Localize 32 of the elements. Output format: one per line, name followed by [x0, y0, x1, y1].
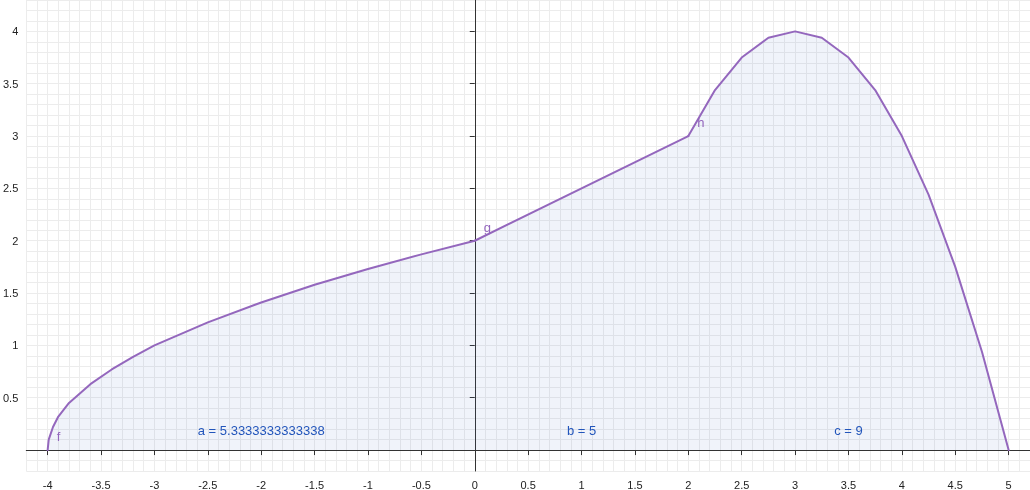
x-tick-label: 4.5: [947, 478, 963, 490]
x-tick-label: -1.5: [305, 478, 325, 490]
annotation: b = 5: [566, 422, 597, 438]
y-tick-label: 1: [12, 339, 19, 352]
x-tick-label: 2: [685, 478, 692, 490]
x-tick-label: 0.5: [520, 478, 536, 490]
x-tick-label: -2.5: [198, 478, 218, 490]
x-tick-label: 0: [471, 478, 478, 490]
x-tick-label: 3.5: [840, 478, 857, 490]
y-tick-label: 3.5: [2, 77, 19, 90]
x-tick-label: -4: [42, 478, 53, 490]
x-tick-label: 1.5: [627, 478, 643, 490]
y-tick-label: 2.5: [2, 182, 19, 195]
x-tick-label: 1: [578, 478, 585, 490]
x-tick-label: 4: [898, 478, 905, 490]
x-tick-label: -3.5: [91, 478, 111, 490]
x-tick-label: 2.5: [734, 478, 750, 490]
x-tick-label: -1: [363, 478, 373, 490]
y-tick-label: 0.5: [2, 391, 19, 404]
y-tick-label: 3: [12, 130, 19, 143]
series-label: h: [697, 115, 705, 131]
annotation: a = 5.3333333333338: [197, 422, 325, 438]
annotation: c = 9: [834, 422, 863, 438]
x-tick-label: -0.5: [411, 478, 431, 490]
y-tick-label: 1.5: [2, 287, 19, 300]
y-tick-label: 4: [12, 25, 19, 38]
series-label: f: [56, 429, 61, 445]
x-tick-label: -2: [256, 478, 267, 490]
x-tick-label: 3: [792, 478, 799, 490]
y-tick-label: 2: [12, 234, 19, 247]
x-tick-label: 5: [1005, 478, 1012, 490]
x-tick-label: -3: [149, 478, 160, 490]
